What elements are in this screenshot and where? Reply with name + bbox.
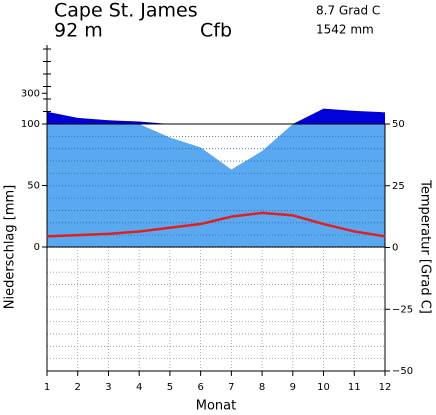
climate-class: Cfb [200, 20, 232, 42]
y2-tick-label: 0 [392, 243, 398, 254]
x-tick-label: 8 [259, 382, 265, 393]
x-tick-label: 12 [379, 382, 392, 393]
x-axis-label: Monat [196, 399, 236, 414]
precipitation-upper-area [47, 108, 385, 124]
elevation: 92 m [54, 20, 103, 42]
annual-precipitation: 1542 mm [316, 23, 374, 37]
x-tick-label: 11 [348, 382, 361, 393]
x-tick-label: 9 [290, 382, 296, 393]
y2-tick-label: 25 [392, 181, 405, 192]
y-tick-label: 100 [21, 119, 40, 130]
y-tick-label: 0 [34, 242, 40, 253]
x-tick-label: 1 [44, 382, 50, 393]
x-tick-label: 4 [136, 382, 142, 393]
y2-axis-label: Temperatur [Grad C] [418, 179, 433, 314]
y-axis-label: Niederschlag [mm] [3, 185, 18, 310]
mean-temperature: 8.7 Grad C [316, 4, 380, 18]
y-tick-label: 300 [21, 88, 40, 99]
y2-tick-label: −25 [392, 304, 413, 315]
x-tick-label: 3 [105, 382, 111, 393]
y2-tick-label: −50 [392, 366, 413, 377]
temperature-line [46, 211, 386, 238]
y2-tick-label: 50 [392, 119, 405, 130]
station: Cape St. James [54, 0, 198, 22]
y-tick-label: 50 [27, 181, 40, 192]
x-tick-label: 5 [167, 382, 173, 393]
x-tick-label: 6 [197, 382, 203, 393]
x-tick-label: 2 [75, 382, 81, 393]
x-tick-label: 10 [317, 382, 330, 393]
x-tick-label: 7 [228, 382, 234, 393]
